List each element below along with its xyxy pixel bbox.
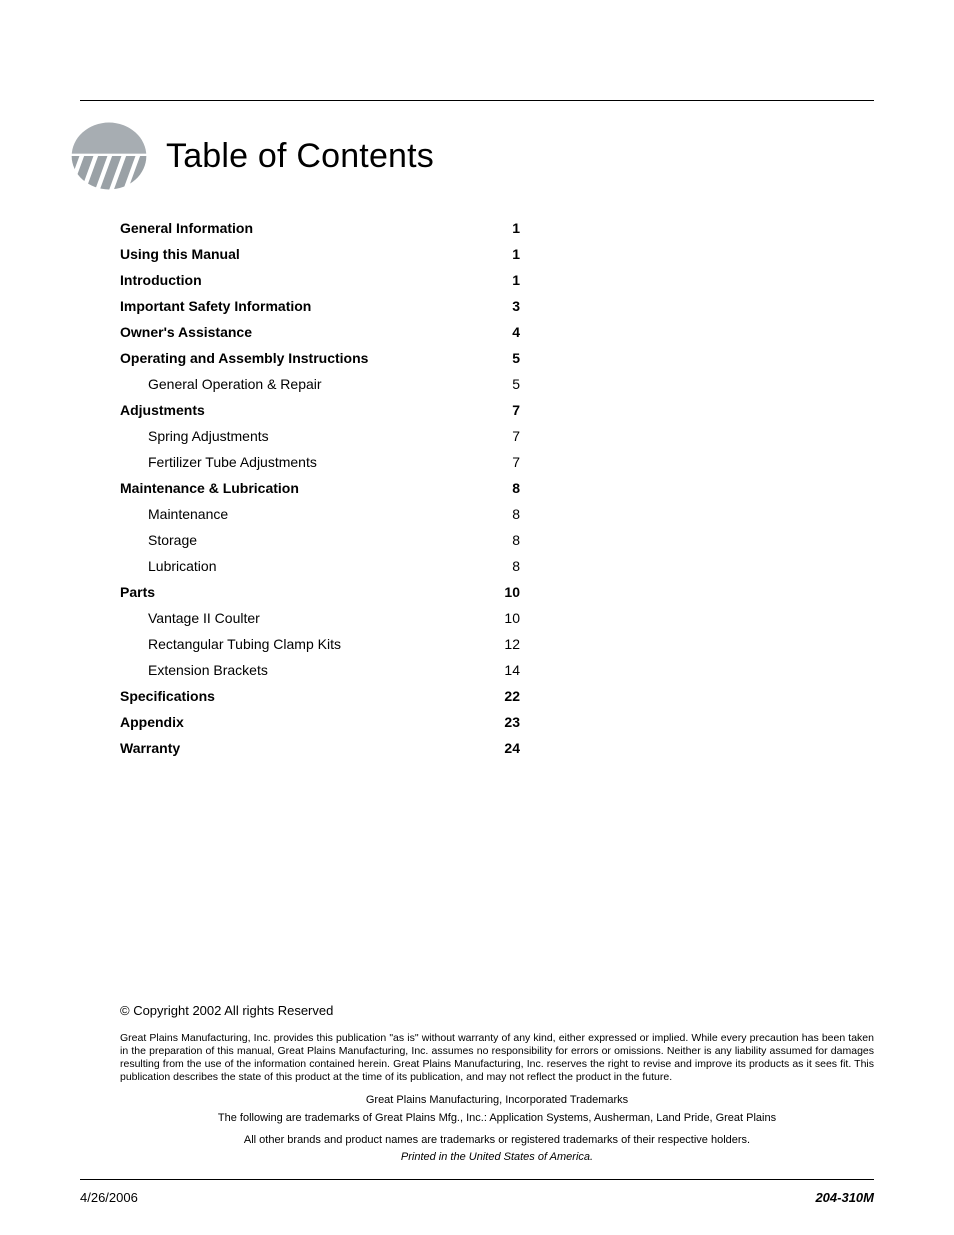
toc-row: General Information 1: [120, 221, 520, 235]
toc-page: 5: [512, 351, 520, 365]
table-of-contents: General Information1Using this Manual1In…: [120, 221, 520, 755]
toc-page: 10: [504, 611, 520, 625]
toc-label: Vantage II Coulter: [148, 611, 260, 625]
toc-page: 1: [512, 221, 520, 235]
toc-row: Operating and Assembly Instructions 5: [120, 351, 520, 365]
toc-label: Operating and Assembly Instructions: [120, 351, 368, 365]
toc-label: Fertilizer Tube Adjustments: [148, 455, 317, 469]
toc-row: Rectangular Tubing Clamp Kits 12: [120, 637, 520, 651]
footer-date: 4/26/2006: [80, 1190, 138, 1205]
toc-page: 1: [512, 273, 520, 287]
toc-page: 24: [504, 741, 520, 755]
toc-label: Warranty: [120, 741, 180, 755]
bottom-rule: [80, 1179, 874, 1180]
toc-label: Important Safety Information: [120, 299, 311, 313]
toc-label: Storage: [148, 533, 197, 547]
toc-label: Parts: [120, 585, 155, 599]
toc-page: 3: [512, 299, 520, 313]
header: Table of Contents: [70, 121, 874, 191]
toc-row: Maintenance 8: [120, 507, 520, 521]
toc-page: 5: [512, 377, 520, 391]
toc-row: Owner's Assistance 4: [120, 325, 520, 339]
toc-row: Using this Manual 1: [120, 247, 520, 261]
toc-row: Introduction 1: [120, 273, 520, 287]
toc-row: Specifications 22: [120, 689, 520, 703]
toc-page: 7: [512, 455, 520, 469]
toc-page: 8: [512, 559, 520, 573]
bottom-row: 4/26/2006 204-310M: [80, 1190, 874, 1205]
printed-line: Printed in the United States of America.: [120, 1151, 874, 1165]
disclaimer-text: Great Plains Manufacturing, Inc. provide…: [120, 1032, 874, 1085]
toc-label: Using this Manual: [120, 247, 240, 261]
toc-row: Fertilizer Tube Adjustments 7: [120, 455, 520, 469]
toc-label: Specifications: [120, 689, 215, 703]
toc-label: Maintenance & Lubrication: [120, 481, 299, 495]
toc-page: 14: [504, 663, 520, 677]
toc-label: Maintenance: [148, 507, 228, 521]
footer-docnum: 204-310M: [815, 1190, 874, 1205]
toc-row: Extension Brackets 14: [120, 663, 520, 677]
toc-label: Lubrication: [148, 559, 217, 573]
toc-row: Warranty 24: [120, 741, 520, 755]
footer-block: © Copyright 2002 All rights Reserved Gre…: [120, 1003, 874, 1165]
toc-row: Storage 8: [120, 533, 520, 547]
top-rule: [80, 100, 874, 101]
toc-page: 23: [504, 715, 520, 729]
trademark-heading: Great Plains Manufacturing, Incorporated…: [120, 1094, 874, 1108]
toc-label: General Operation & Repair: [148, 377, 322, 391]
toc-label: Introduction: [120, 273, 202, 287]
toc-page: 22: [504, 689, 520, 703]
toc-page: 8: [512, 533, 520, 547]
toc-page: 8: [512, 507, 520, 521]
toc-row: Important Safety Information 3: [120, 299, 520, 313]
toc-row: General Operation & Repair 5: [120, 377, 520, 391]
toc-label: Extension Brackets: [148, 663, 268, 677]
toc-page: 8: [512, 481, 520, 495]
toc-row: Lubrication 8: [120, 559, 520, 573]
trademark-line: The following are trademarks of Great Pl…: [120, 1112, 874, 1126]
toc-label: Spring Adjustments: [148, 429, 269, 443]
toc-row: Spring Adjustments 7: [120, 429, 520, 443]
toc-row: Appendix 23: [120, 715, 520, 729]
toc-page: 1: [512, 247, 520, 261]
toc-page: 7: [512, 429, 520, 443]
toc-page: 12: [504, 637, 520, 651]
toc-label: Adjustments: [120, 403, 205, 417]
other-brands-line: All other brands and product names are t…: [120, 1134, 874, 1148]
toc-page: 7: [512, 403, 520, 417]
logo-icon: [70, 121, 148, 191]
toc-label: Rectangular Tubing Clamp Kits: [148, 637, 341, 651]
toc-page: 4: [512, 325, 520, 339]
toc-row: Vantage II Coulter 10: [120, 611, 520, 625]
toc-label: Appendix: [120, 715, 184, 729]
page-title: Table of Contents: [166, 137, 434, 176]
copyright-line: © Copyright 2002 All rights Reserved: [120, 1003, 874, 1019]
toc-row: Parts 10: [120, 585, 520, 599]
toc-label: General Information: [120, 221, 253, 235]
toc-label: Owner's Assistance: [120, 325, 252, 339]
toc-row: Adjustments 7: [120, 403, 520, 417]
toc-page: 10: [504, 585, 520, 599]
toc-row: Maintenance & Lubrication 8: [120, 481, 520, 495]
